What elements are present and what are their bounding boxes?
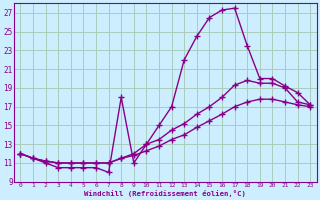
X-axis label: Windchill (Refroidissement éolien,°C): Windchill (Refroidissement éolien,°C) (84, 190, 246, 197)
